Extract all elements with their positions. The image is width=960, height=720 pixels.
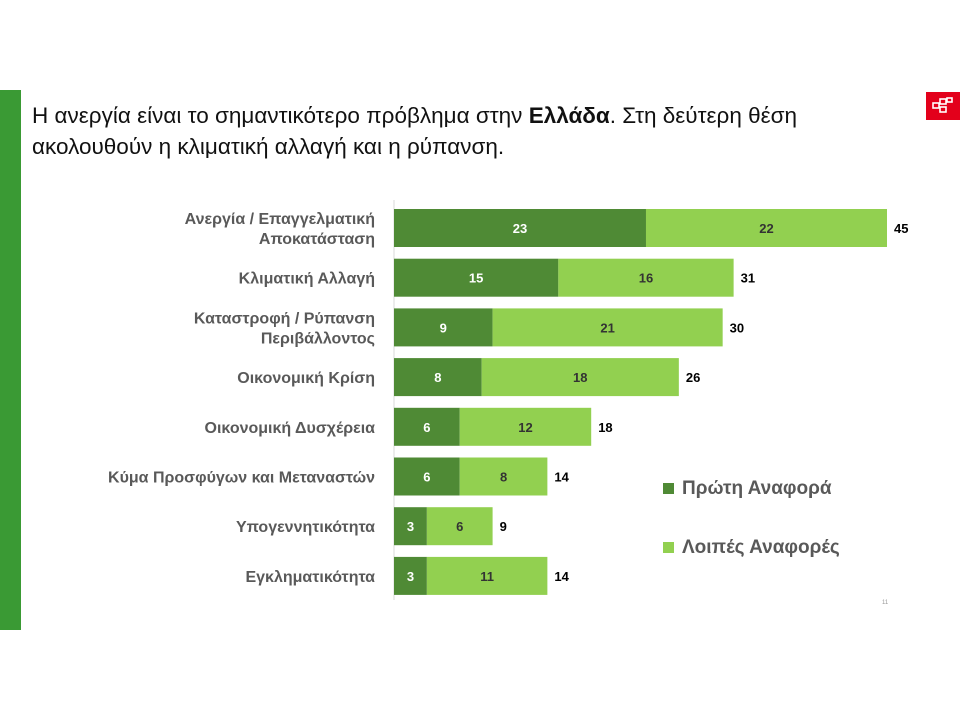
bar-other-mentions <box>492 308 723 347</box>
title-text-2: . Στη δεύτερη θέση ακολουθούν η κλιματικ… <box>32 103 798 159</box>
bar-other-mentions <box>645 209 887 247</box>
bar-other-mentions <box>459 457 548 496</box>
category-label: Περιβάλλοντος <box>261 330 375 347</box>
category-label: Κλιματική Αλλαγή <box>239 271 375 288</box>
category-label: Υπογεννητικότητα <box>236 519 375 536</box>
total-label: 9 <box>500 519 507 534</box>
data-label: 9 <box>440 320 447 335</box>
total-label: 18 <box>598 420 612 435</box>
total-label: 14 <box>554 569 569 584</box>
data-label: 6 <box>456 519 463 534</box>
bar-first-mention <box>394 358 482 397</box>
data-label: 8 <box>500 470 507 485</box>
category-label: Ανεργία / Επαγγελματική <box>185 211 375 228</box>
category-label: Εγκληματικότητα <box>245 569 375 586</box>
legend-label: Πρώτη Αναφορά <box>682 478 832 499</box>
category-label: Καταστροφή / Ρύπανση <box>194 310 375 327</box>
category-label: Κύμα Προσφύγων και Μεταναστών <box>108 470 375 487</box>
data-label: 3 <box>407 519 414 534</box>
total-label: 14 <box>554 470 569 485</box>
bar-first-mention <box>394 457 460 496</box>
bar-first-mention <box>394 556 427 595</box>
brand-logo <box>926 92 960 120</box>
bar-other-mentions <box>426 556 548 595</box>
data-label: 12 <box>518 420 532 435</box>
bar-first-mention <box>394 407 460 446</box>
page-number: 11 <box>882 600 889 606</box>
accent-bar <box>0 90 21 630</box>
data-label: 11 <box>480 569 494 584</box>
bar-other-mentions <box>481 358 679 397</box>
category-label: Οικονομική Κρίση <box>237 370 375 387</box>
total-label: 31 <box>741 271 755 286</box>
total-label: 26 <box>686 370 700 385</box>
category-label: Αποκατάσταση <box>259 231 375 248</box>
data-label: 6 <box>423 420 430 435</box>
bar-other-mentions <box>426 507 493 546</box>
total-label: 30 <box>730 320 744 335</box>
data-label: 21 <box>600 320 614 335</box>
bar-first-mention <box>394 308 493 347</box>
data-label: 15 <box>469 271 483 286</box>
title-text-1: Η ανεργία είναι το σημαντικότερο πρόβλημ… <box>32 103 529 128</box>
bar-first-mention <box>394 209 646 247</box>
bar-other-mentions <box>558 258 734 297</box>
legend-swatch <box>663 483 674 494</box>
title-country: Ελλάδα <box>528 103 610 128</box>
data-label: 8 <box>434 370 441 385</box>
data-label: 3 <box>407 569 414 584</box>
legend-label: Λοιπές Αναφορές <box>682 537 840 558</box>
category-label: Οικονομική Δυσχέρεια <box>205 420 376 437</box>
data-label: 18 <box>573 370 587 385</box>
legend-swatch <box>663 542 674 553</box>
data-label: 6 <box>423 470 430 485</box>
brand-logo-icon <box>932 97 953 113</box>
bar-other-mentions <box>459 407 592 446</box>
bar-first-mention <box>394 258 559 297</box>
data-label: 16 <box>639 271 653 286</box>
page-title: Η ανεργία είναι το σημαντικότερο πρόβλημ… <box>32 100 922 162</box>
data-label: 23 <box>513 221 527 236</box>
data-label: 22 <box>759 221 773 236</box>
total-label: 45 <box>894 221 908 236</box>
bar-first-mention <box>394 507 427 546</box>
